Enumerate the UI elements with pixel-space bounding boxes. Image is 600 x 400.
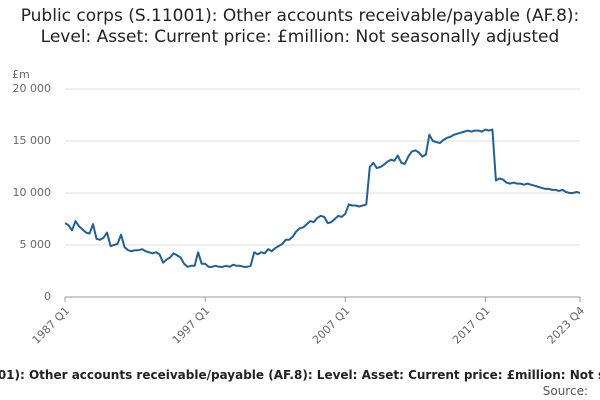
footer-title-text: Public corps (S.11001): Other accounts r… <box>0 368 600 382</box>
y-tick-label: 20 000 <box>13 82 52 95</box>
chart-title: Public corps (S.11001): Other accounts r… <box>20 6 580 47</box>
x-tick-label: 2007 Q1 <box>310 304 353 347</box>
x-tick-label: 1987 Q1 <box>30 304 73 347</box>
y-tick-label: 15 000 <box>13 134 52 147</box>
x-tick-label: 1997 Q1 <box>170 304 213 347</box>
footer-title: Public corps (S.11001): Other accounts r… <box>0 368 600 382</box>
source-label: Source: <box>542 384 588 398</box>
y-tick-label: 5 000 <box>20 238 52 251</box>
data-line <box>64 128 581 268</box>
y-tick-label: 0 <box>44 290 51 303</box>
x-tick-label: 2017 Q1 <box>450 304 493 347</box>
y-tick-label: 10 000 <box>13 186 52 199</box>
y-unit-label: £m <box>12 68 30 81</box>
x-tick-label: 2023 Q4 <box>545 304 588 347</box>
